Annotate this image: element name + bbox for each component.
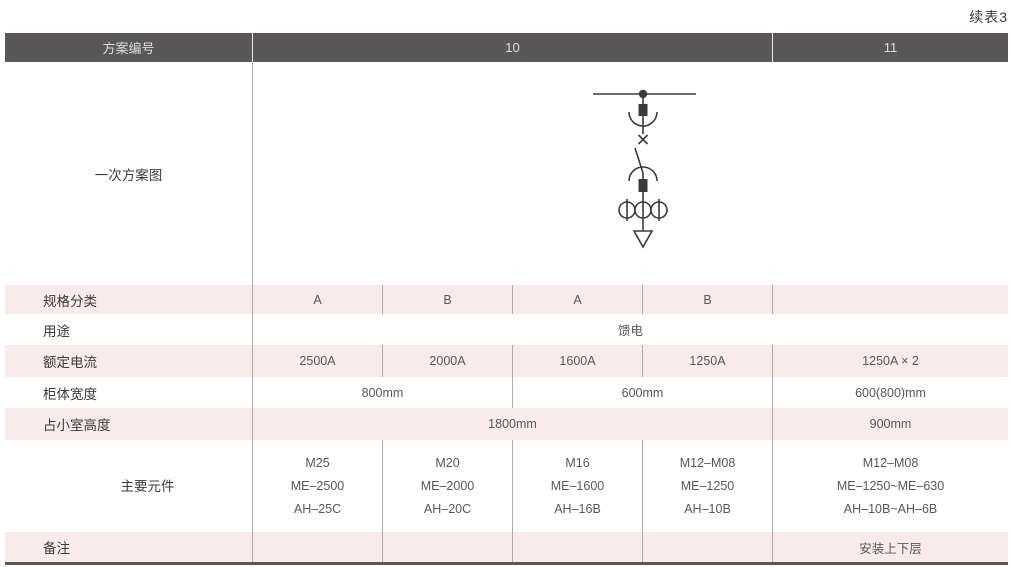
remarks-cell xyxy=(252,532,382,562)
component-line: ME–1250 xyxy=(680,478,735,493)
current-cell: 2500A xyxy=(252,345,382,377)
components-cell: M20 ME–2000 AH–20C xyxy=(382,440,512,532)
spec-cell: B xyxy=(382,285,512,314)
single-line-diagram xyxy=(568,89,718,257)
remarks-cell xyxy=(512,532,642,562)
spec-cell: B xyxy=(642,285,772,314)
outgoing-feeder-arrow xyxy=(634,231,652,247)
lower-contact-block xyxy=(638,179,648,192)
remarks-cell xyxy=(642,532,772,562)
primary-diagram-row: 一次方案图 xyxy=(5,62,1008,285)
current-cell: 1250A xyxy=(642,345,772,377)
scheme-table: 方案编号 10 11 一次方案图 xyxy=(5,33,1008,565)
current-cell: 1250A × 2 xyxy=(772,345,1008,377)
component-line: AH–20C xyxy=(423,501,472,516)
spec-cell: A xyxy=(252,285,382,314)
use-cell: 馈电 xyxy=(252,314,1008,345)
table-header-row: 方案编号 10 11 xyxy=(5,33,1008,62)
row-label: 备注 xyxy=(43,541,70,556)
primary-diagram-label: 一次方案图 xyxy=(94,167,163,183)
row-label: 占小室高度 xyxy=(43,418,111,433)
row-label: 主要元件 xyxy=(120,478,175,494)
component-line: M20 xyxy=(435,455,460,470)
component-line: AH–16B xyxy=(554,501,601,516)
table-continuation-caption: 续表3 xyxy=(969,9,1008,25)
remarks-row: 备注 安装上下层 xyxy=(5,532,1008,562)
width-cell: 600(800)mm xyxy=(772,377,1008,408)
spec-classification-row: 规格分类 A B A B xyxy=(5,285,1008,314)
component-line: M12–M08 xyxy=(679,455,736,470)
current-cell: 1600A xyxy=(512,345,642,377)
component-line: AH–25C xyxy=(293,501,342,516)
component-line: M12–M08 xyxy=(862,455,919,470)
use-row: 用途 馈电 xyxy=(5,314,1008,345)
row-label: 用途 xyxy=(43,323,70,339)
components-cell: M12–M08 ME–1250~ME–630 AH–10B~AH–6B xyxy=(772,440,1008,532)
height-cell: 1800mm xyxy=(252,408,772,440)
components-cell: M25 ME–2500 AH–25C xyxy=(252,440,382,532)
header-scheme-11: 11 xyxy=(772,33,1008,62)
components-cell: M12–M08 ME–1250 AH–10B xyxy=(642,440,772,532)
breaker-cross xyxy=(639,135,648,144)
spec-cell: A xyxy=(512,285,642,314)
rated-current-row: 额定电流 2500A 2000A 1600A 1250A 1250A × 2 xyxy=(5,345,1008,377)
row-label: 规格分类 xyxy=(43,293,97,309)
component-line: ME–2500 xyxy=(290,478,345,493)
component-line: AH–10B~AH–6B xyxy=(843,501,938,516)
width-cell: 800mm xyxy=(252,377,512,408)
components-cell: M16 ME–1600 AH–16B xyxy=(512,440,642,532)
header-scheme-10: 10 xyxy=(252,33,772,62)
row-label: 柜体宽度 xyxy=(43,386,97,402)
spec-cell xyxy=(772,285,1008,314)
width-cell: 600mm xyxy=(512,377,772,408)
remarks-cell: 安装上下层 xyxy=(772,532,1008,562)
cabinet-width-row: 柜体宽度 800mm 600mm 600(800)mm xyxy=(5,377,1008,408)
compartment-height-row: 占小室高度 1800mm 900mm xyxy=(5,408,1008,440)
upper-contact-block xyxy=(638,104,648,116)
component-line: ME–1250~ME–630 xyxy=(836,478,945,493)
switch-blade xyxy=(635,148,643,173)
component-line: M25 xyxy=(305,455,330,470)
row-label: 额定电流 xyxy=(43,355,97,370)
component-line: M16 xyxy=(565,455,590,470)
current-cell: 2000A xyxy=(382,345,512,377)
table-bottom-border xyxy=(5,562,1008,565)
main-components-row: 主要元件 M25 ME–2500 AH–25C M20 ME–2000 AH–2… xyxy=(5,440,1008,532)
header-scheme-number: 方案编号 xyxy=(102,41,155,56)
lower-drawout-arc xyxy=(629,167,657,181)
component-line: ME–1600 xyxy=(550,478,605,493)
component-line: AH–10B xyxy=(684,501,731,516)
component-line: ME–2000 xyxy=(420,478,475,493)
remarks-cell xyxy=(382,532,512,562)
height-cell: 900mm xyxy=(772,408,1008,440)
primary-diagram-cell xyxy=(252,62,1008,285)
